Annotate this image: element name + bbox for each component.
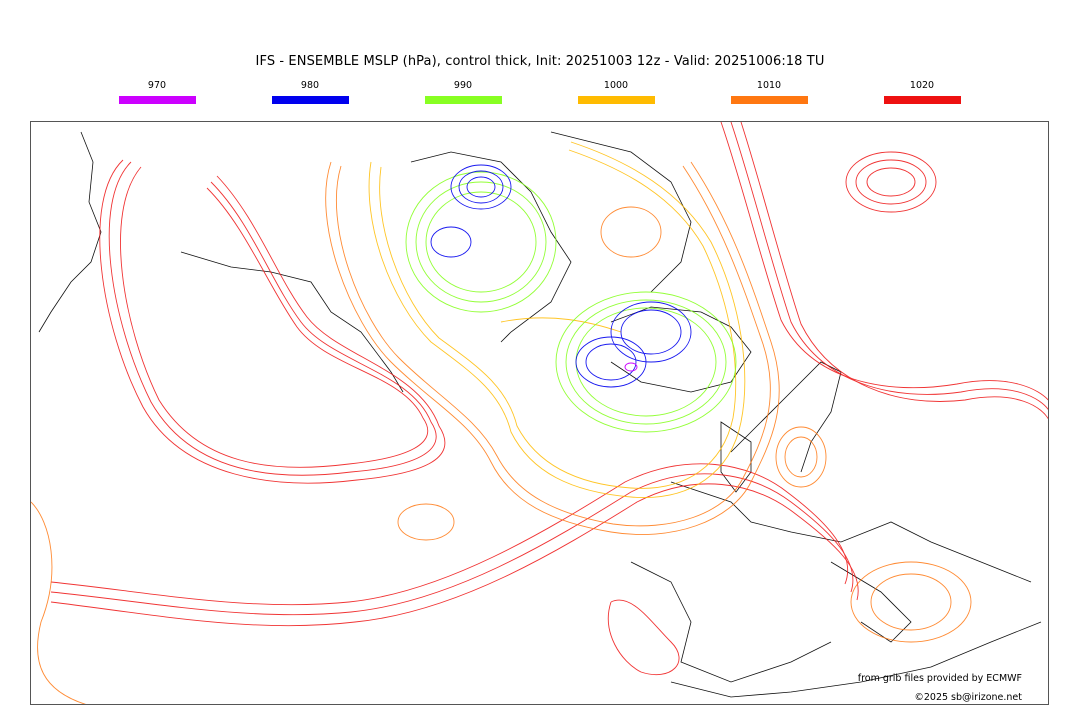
isobar: [740, 122, 1048, 420]
isobar: [368, 141, 746, 498]
legend-item-1020: 1020: [882, 80, 962, 104]
isobar: [50, 463, 849, 606]
isobars-1010: [31, 161, 972, 704]
isobar: [450, 164, 512, 210]
legend-item-990: 990: [423, 80, 503, 104]
isobar: [50, 473, 854, 616]
coastline: [180, 251, 404, 393]
isobar: [108, 161, 437, 476]
map-title: IFS - ENSEMBLE MSLP (hPa), control thick…: [255, 54, 825, 69]
isobar: [99, 159, 446, 484]
scandinavia-coast: [730, 361, 842, 473]
copyright-credit: ©2025 sb@irizone.net: [914, 692, 1022, 703]
isobar: [31, 501, 87, 704]
legend-item-970: 970: [117, 80, 197, 104]
isobar: [565, 299, 727, 425]
isobar: [775, 426, 827, 488]
isobar: [555, 291, 737, 433]
africa-coast: [670, 621, 1042, 698]
legend-label: 1000: [603, 80, 629, 91]
isobars-970: [624, 362, 638, 372]
isobars-990: [405, 171, 737, 433]
isobar: [600, 206, 662, 258]
coastline: [550, 131, 692, 293]
legend-swatch: [424, 96, 502, 104]
isobar: [466, 176, 496, 198]
legend-label: 1020: [909, 80, 935, 91]
greenland-coast: [410, 151, 572, 343]
isobar: [730, 122, 1048, 411]
isobar: [120, 166, 429, 468]
legend-item-1010: 1010: [729, 80, 809, 104]
legend-swatch: [118, 96, 196, 104]
isobar: [866, 167, 916, 197]
isobar: [850, 561, 972, 643]
isobar: [50, 483, 859, 627]
british-isles-coast: [720, 421, 752, 493]
iceland-coast: [610, 306, 752, 393]
legend-swatch: [883, 96, 961, 104]
legend-swatch: [271, 96, 349, 104]
isobar-map-canvas: [31, 122, 1048, 704]
isobar: [784, 436, 818, 478]
iberia-coast: [630, 561, 832, 683]
legend-item-980: 980: [270, 80, 350, 104]
isobar: [379, 149, 737, 489]
coastline: [38, 131, 102, 333]
isobar: [610, 301, 692, 363]
isobar: [575, 336, 647, 388]
isobar: [607, 599, 680, 676]
isobars-980: [430, 164, 692, 388]
europe-coast: [670, 481, 1032, 583]
isobar: [397, 503, 455, 541]
isobar-map: [30, 121, 1049, 705]
isobar: [430, 226, 472, 258]
isobar: [425, 191, 537, 293]
isobar: [336, 165, 771, 527]
isobar: [500, 317, 622, 333]
legend-label: 1010: [756, 80, 782, 91]
isobar: [585, 343, 637, 381]
legend-label: 970: [147, 80, 167, 91]
legend-label: 990: [453, 80, 473, 91]
isobars-1020: [50, 122, 1048, 676]
coastlines: [38, 131, 1042, 698]
isobars-1000: [368, 141, 746, 498]
isobar: [405, 171, 557, 313]
isobar: [870, 573, 952, 631]
isobar: [325, 161, 780, 535]
isobar: [458, 170, 504, 204]
isobar: [720, 122, 1048, 401]
isobar: [624, 362, 638, 372]
legend-item-1000: 1000: [576, 80, 656, 104]
italy-coast: [830, 561, 912, 643]
isobar: [845, 151, 937, 213]
isobar: [620, 309, 682, 355]
isobar: [855, 159, 927, 205]
data-source-credit: from grib files provided by ECMWF: [857, 673, 1022, 684]
legend-swatch: [577, 96, 655, 104]
legend-label: 980: [300, 80, 320, 91]
isobar: [415, 181, 547, 303]
legend-swatch: [730, 96, 808, 104]
